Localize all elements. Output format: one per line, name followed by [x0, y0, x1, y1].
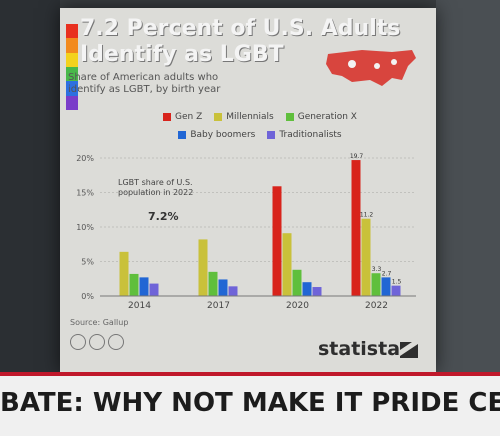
ticker-headline: BATE: WHY NOT MAKE IT PRIDE CE — [0, 388, 500, 418]
bar — [371, 273, 381, 296]
chart-annotation-value: 7.2% — [148, 210, 179, 223]
legend-item: Generation X — [285, 112, 357, 122]
legend-row: Gen Z Millennials Generation X — [100, 112, 420, 122]
legend-label: Traditionalists — [279, 130, 342, 140]
legend-swatch — [214, 113, 223, 121]
legend-swatch — [178, 131, 187, 139]
legend-swatch — [163, 113, 172, 121]
cc-icon — [70, 334, 86, 350]
by-icon — [89, 334, 105, 350]
rainbow-bar — [66, 24, 78, 110]
infographic-card: 7.2 Percent of U.S. Adults Identify as L… — [60, 8, 436, 372]
bar — [228, 286, 238, 296]
license-icons — [70, 334, 124, 350]
y-tick-label: 10% — [76, 223, 94, 232]
chart-annotation-text: LGBT share of U.S. population in 2022 — [118, 178, 194, 197]
news-ticker: BATE: WHY NOT MAKE IT PRIDE CE — [0, 372, 500, 436]
rainbow-stripe — [66, 66, 78, 82]
bar — [119, 251, 129, 296]
infographic-title-line-2: Identify as LGBT — [80, 42, 284, 67]
data-label: 2.7 — [382, 270, 392, 277]
legend-label: Gen Z — [175, 112, 203, 122]
bar — [129, 273, 139, 296]
legend-item: Millennials — [214, 112, 274, 122]
rainbow-stripe — [66, 95, 78, 110]
infographic-subtitle: Share of American adults who identify as… — [68, 72, 221, 95]
y-tick-label: 5% — [81, 258, 94, 267]
data-label: 19.7 — [350, 153, 364, 160]
rainbow-stripe — [66, 52, 78, 67]
bar — [351, 160, 361, 296]
screen-left-edge — [0, 0, 60, 372]
infographic-title-line-1: 7.2 Percent of U.S. Adults — [80, 16, 401, 41]
brand-name: statista — [318, 338, 401, 360]
bar — [149, 283, 159, 296]
legend-label: Baby boomers — [190, 130, 256, 140]
nd-icon — [108, 334, 124, 350]
legend-swatch — [285, 113, 294, 121]
bar — [208, 271, 218, 296]
data-label: 3.3 — [372, 266, 382, 273]
bar — [361, 218, 371, 296]
chart-legend: Gen Z Millennials Generation X Baby boomers… — [100, 112, 420, 148]
legend-label: Millennials — [226, 112, 274, 122]
legend-item: Gen Z — [163, 112, 202, 122]
x-tick-label: 2014 — [128, 301, 151, 311]
legend-item: Baby boomers — [178, 130, 255, 140]
data-label: 11.2 — [360, 212, 374, 219]
bar — [198, 239, 208, 296]
legend-row: Baby boomers Traditionalists — [100, 130, 420, 140]
bar — [139, 277, 149, 296]
x-tick-label: 2022 — [365, 301, 388, 311]
bar — [302, 282, 312, 296]
y-tick-label: 15% — [76, 189, 94, 198]
source-note: Source: Gallup — [70, 318, 129, 327]
legend-label: Generation X — [297, 112, 357, 122]
data-label: 1.5 — [392, 279, 402, 286]
rainbow-stripe — [66, 81, 78, 96]
x-tick-label: 2020 — [286, 301, 309, 311]
x-tick-label: 2017 — [207, 301, 230, 311]
statista-logo-icon — [400, 342, 418, 358]
legend-swatch — [267, 131, 276, 139]
rainbow-stripe — [66, 24, 78, 39]
screen-right-edge — [436, 0, 500, 372]
bar — [312, 287, 322, 296]
legend-item: Traditionalists — [267, 130, 342, 140]
bar-chart: 0% 5% 10% 15% 20% 2014 2017 2020 19.7 11.2 3.32.71… — [76, 153, 416, 311]
y-tick-label: 0% — [81, 292, 94, 301]
bar — [381, 277, 391, 296]
us-map-icon — [326, 50, 416, 86]
y-tick-label: 20% — [76, 154, 94, 163]
bar — [391, 285, 401, 296]
bar — [218, 279, 228, 296]
rainbow-stripe — [66, 38, 78, 53]
bar — [272, 186, 282, 296]
bar — [282, 233, 292, 296]
bar — [292, 269, 302, 296]
